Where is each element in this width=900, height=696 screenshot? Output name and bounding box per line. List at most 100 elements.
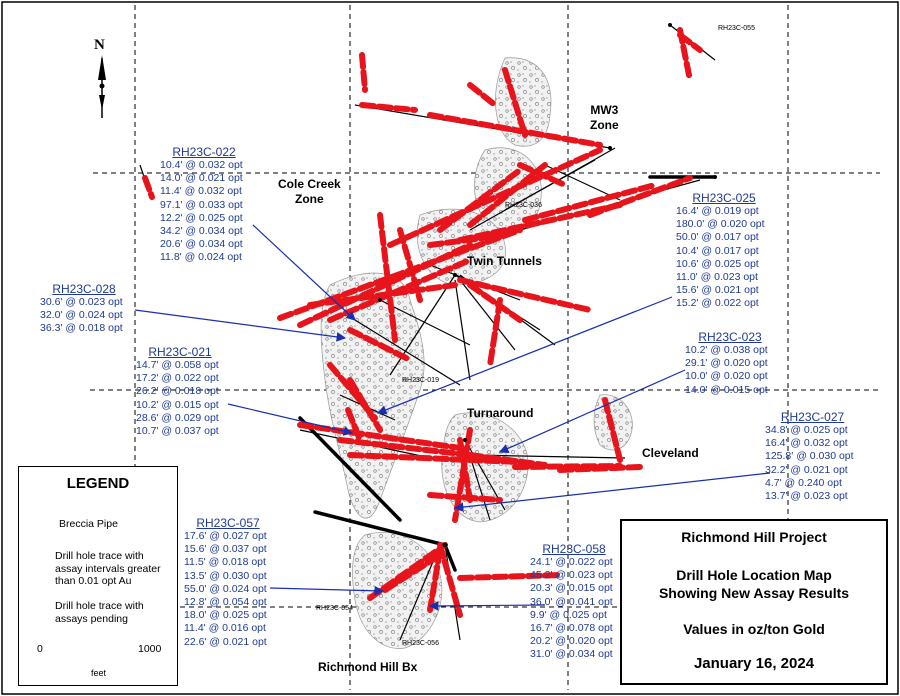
assay-interval: 16.4' @ 0.032 opt [765, 437, 848, 450]
assay-interval: 34.8' @ 0.025 opt [765, 424, 848, 436]
scale-end-label: 1000 [138, 643, 162, 655]
hole-label-054: RH23C-054 [316, 605, 353, 612]
assay-interval: 11.4' @ 0.016 opt [184, 622, 266, 635]
scale-start-label: 0 [37, 643, 43, 655]
assay-interval: 15.6' @ 0.021 opt [676, 284, 759, 297]
assay-interval: 17.6' @ 0.027 opt [184, 530, 267, 542]
assay-interval: 29.1' @ 0.020 opt [685, 357, 768, 370]
assay-interval: 17.2' @ 0.022 opt [136, 372, 219, 385]
assay-interval: 31.0' @ 0.034 opt [530, 648, 613, 661]
assay-interval: 14.0' @ 0.021 opt [160, 172, 243, 185]
callout-hole-id: RH23C-058 [542, 542, 606, 556]
assay-interval: 20.3' @ 0.015 opt [530, 582, 613, 595]
assay-interval: 11.8' @ 0.024 opt [160, 251, 242, 264]
assay-interval: 12.2' @ 0.025 opt [160, 211, 243, 224]
collar-markers [378, 23, 717, 548]
assay-interval: 28.6' @ 0.029 opt [136, 411, 219, 424]
assay-interval: 12.8' @ 0.054 opt [184, 596, 267, 609]
assay-interval: 32.0' @ 0.024 opt [40, 309, 123, 322]
assay-interval: 16.4' @ 0.019 opt [676, 205, 759, 217]
assay-interval: 125.8' @ 0.030 opt [765, 450, 854, 463]
assay-interval: 10.0' @ 0.020 opt [685, 370, 768, 383]
assay-interval: 15.2' @ 0.022 opt [676, 297, 759, 310]
callout-rh23c-027: RH23C-027 34.8' @ 0.025 opt 16.4' @ 0.03… [765, 410, 860, 503]
assay-interval: 45.2' @ 0.023 opt [530, 569, 613, 582]
assay-interval: 10.7' @ 0.037 opt [136, 425, 219, 438]
assay-interval: 50.0' @ 0.017 opt [676, 231, 759, 244]
callout-hole-id: RH23C-027 [780, 410, 845, 424]
zone-cleveland: Cleveland [642, 446, 699, 460]
assay-interval: 11.4' @ 0.032 opt [160, 185, 242, 198]
north-arrow-symbol [98, 55, 106, 118]
assay-interval: 24.1' @ 0.022 opt [530, 556, 613, 568]
callout-hole-id: RH23C-022 [172, 145, 236, 159]
hole-label-036: RH23C-036 [505, 202, 542, 209]
legend-title: LEGEND [66, 475, 130, 492]
hole-label-055: RH23C-055 [718, 25, 755, 32]
assay-interval: 36.0' @ 0.041 opt [530, 595, 613, 608]
callout-hole-id: RH23C-021 [148, 345, 212, 359]
assay-interval: 16.7' @ 0.078 opt [530, 622, 613, 635]
zone-cole-creek: Cole Creek Zone [278, 177, 341, 206]
units-note: Values in oz/ton Gold [683, 621, 825, 637]
callout-rh23c-025: RH23C-025 16.4' @ 0.019 opt 180.0' @ 0.0… [676, 191, 772, 311]
callout-hole-id: RH23C-028 [52, 282, 116, 296]
assay-interval: 13.5' @ 0.030 opt [184, 569, 267, 582]
callout-leaders [134, 224, 771, 611]
assay-interval: 10.2' @ 0.015 opt [136, 398, 219, 411]
zone-richmond-hill-bx: Richmond Hill Bx [318, 660, 418, 674]
assay-interval: 10.4' @ 0.017 opt [676, 244, 759, 257]
assay-interval: 10.6' @ 0.025 opt [676, 257, 759, 270]
assay-interval: 55.0' @ 0.024 opt [184, 582, 267, 595]
assay-interval: 11.5' @ 0.018 opt [184, 556, 266, 569]
project-name: Richmond Hill Project [681, 529, 827, 545]
assay-interval: 10.4' @ 0.032 opt [160, 159, 243, 171]
callout-hole-id: RH23C-025 [692, 191, 756, 205]
assay-interval: 34.2' @ 0.034 opt [160, 225, 243, 238]
zone-turnaround: Turnaround [467, 406, 534, 420]
assay-interval: 32.2' @ 0.021 opt [765, 463, 848, 476]
assay-interval: 11.0' @ 0.023 opt [676, 271, 758, 284]
legend: LEGEND Breccia Pipe Drill hole trace wit… [18, 466, 178, 686]
assay-interval: 4.7' @ 0.240 opt [765, 476, 842, 489]
hole-label-019: RH23C-019 [402, 377, 439, 384]
callout-hole-id: RH23C-023 [698, 330, 762, 344]
assay-interval: 10.2' @ 0.038 opt [685, 344, 768, 356]
callout-rh23c-021: RH23C-021 14.7' @ 0.058 opt 17.2' @ 0.02… [136, 345, 224, 438]
assay-interval: 97.1' @ 0.033 opt [160, 198, 243, 211]
callout-rh23c-023: RH23C-023 10.2' @ 0.038 opt 29.1' @ 0.02… [685, 330, 775, 397]
assay-interval: 30.6' @ 0.023 opt [40, 296, 123, 308]
assay-interval: 9.9' @ 0.025 opt [530, 608, 607, 621]
legend-breccia-label: Breccia Pipe [59, 518, 118, 530]
hole-label-056: RH23C-056 [402, 640, 439, 647]
callout-rh23c-058: RH23C-058 24.1' @ 0.022 opt 45.2' @ 0.02… [530, 542, 618, 662]
assay-interval: 18.0' @ 0.025 opt [184, 609, 267, 622]
assay-interval: 180.0' @ 0.020 opt [676, 218, 765, 231]
legend-pending-trace-label: Drill hole trace with assays pending [55, 600, 144, 625]
assay-interval: 22.6' @ 0.021 opt [184, 635, 267, 648]
assay-interval: 13.7' @ 0.023 opt [765, 490, 848, 503]
callout-rh23c-022: RH23C-022 10.4' @ 0.032 opt 14.0' @ 0.02… [160, 145, 248, 265]
callout-rh23c-057: RH23C-057 17.6' @ 0.027 opt 15.6' @ 0.03… [184, 516, 272, 649]
map-date: January 16, 2024 [693, 655, 815, 672]
assay-intervals [142, 27, 703, 618]
assay-interval: 15.6' @ 0.037 opt [184, 543, 267, 556]
title-block: Richmond Hill Project Drill Hole Locatio… [620, 519, 888, 685]
north-label: N [94, 37, 105, 53]
assay-interval: 14.7' @ 0.058 opt [136, 359, 219, 371]
legend-assay-trace-label: Drill hole trace with assay intervals gr… [55, 550, 161, 587]
map-title-line-2: Showing New Assay Results [658, 585, 850, 601]
zone-mw3: MW3 Zone [590, 103, 619, 132]
pending-traces [298, 175, 717, 572]
assay-interval: 36.3' @ 0.018 opt [40, 322, 123, 335]
assay-interval: 14.0' @ 0.015 opt [685, 383, 768, 396]
assay-interval: 20.6' @ 0.034 opt [160, 238, 243, 251]
assay-interval: 20.2' @ 0.020 opt [530, 635, 613, 648]
zone-twin-tunnels: Twin Tunnels [467, 254, 542, 268]
assay-interval: 26.2' @ 0.018 opt [136, 385, 219, 398]
callout-hole-id: RH23C-057 [196, 516, 260, 530]
scale-unit-label: feet [91, 668, 107, 678]
callout-rh23c-028: RH23C-028 30.6' @ 0.023 opt 32.0' @ 0.02… [40, 282, 128, 336]
